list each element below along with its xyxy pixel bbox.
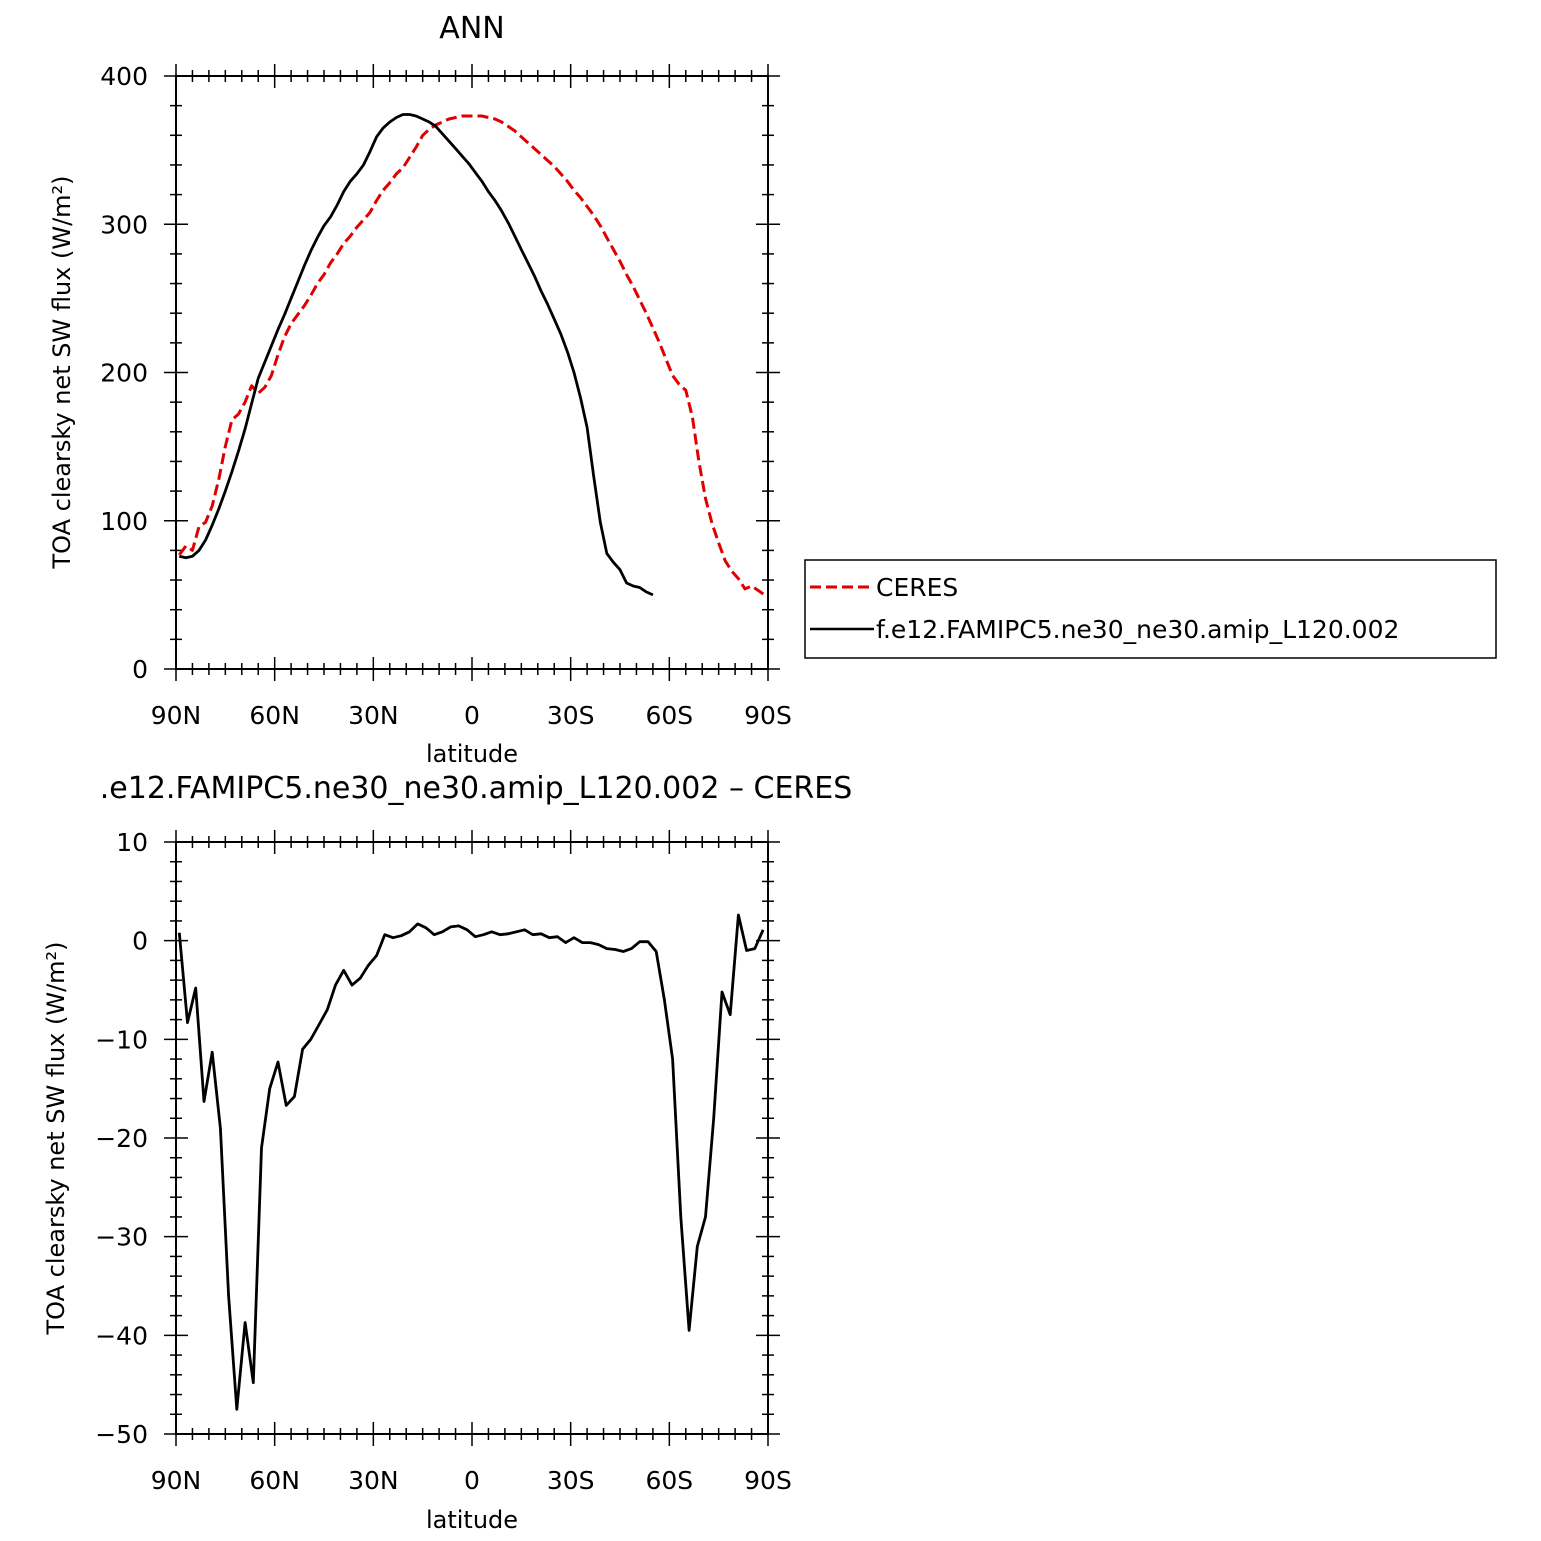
bottom-chart-ylabel: TOA clearsky net SW flux (W/m²)	[42, 941, 70, 1335]
top-chart-xtick-label: 90N	[151, 701, 202, 730]
bottom-chart-ytick-label: −10	[95, 1025, 148, 1054]
top-chart-ytick-label: 400	[100, 62, 148, 91]
top-chart-series-line-0	[178, 114, 766, 597]
bottom-chart-ytick-label: 10	[116, 828, 148, 857]
bottom-chart-xtick-label: 0	[464, 1466, 480, 1495]
top-chart-xtick-label: 60N	[249, 701, 300, 730]
bottom-chart-ytick-label: −40	[95, 1321, 148, 1350]
top-chart-ytick-label: 100	[100, 507, 148, 536]
bottom-chart-xtick-label: 60N	[249, 1466, 300, 1495]
top-chart-ytick-label: 200	[100, 359, 148, 388]
bottom-chart-frame	[175, 841, 769, 1435]
bottom-chart-ytick-label: −50	[95, 1420, 148, 1449]
top-chart-xlabel: latitude	[426, 740, 518, 768]
top-chart-ytick-label: 300	[100, 210, 148, 239]
top-chart-series-line-1	[178, 113, 654, 597]
top-chart-xtick-label: 30S	[547, 701, 595, 730]
bottom-chart-ytick-label: −20	[95, 1124, 148, 1153]
legend-label-ceres: CERES	[876, 573, 958, 602]
top-chart-ylabel: TOA clearsky net SW flux (W/m²)	[48, 175, 76, 569]
bottom-chart-xtick-label: 60S	[645, 1466, 693, 1495]
top-chart-frame	[175, 75, 769, 670]
bottom-chart-xlabel: latitude	[426, 1506, 518, 1534]
bottom-chart-title: .e12.FAMIPC5.ne30_ne30.amip_L120.002 – C…	[100, 771, 853, 806]
legend: CERES f.e12.FAMIPC5.ne30_ne30.amip_L120.…	[804, 559, 1497, 659]
bottom-chart-xtick-label: 30N	[348, 1466, 399, 1495]
top-chart-title: ANN	[439, 11, 504, 46]
top-chart-xtick-label: 60S	[645, 701, 693, 730]
bottom-chart-ytick-label: −30	[95, 1223, 148, 1252]
top-chart: ANN TOA clearsky net SW flux (W/m²) lati…	[48, 11, 792, 768]
top-chart-ytick-label: 0	[132, 655, 148, 684]
top-chart-xtick-label: 90S	[744, 701, 792, 730]
bottom-chart-xtick-label: 30S	[547, 1466, 595, 1495]
bottom-chart-xtick-label: 90N	[151, 1466, 202, 1495]
bottom-chart-ytick-label: 0	[132, 927, 148, 956]
bottom-chart-series-line-0	[177, 913, 765, 1411]
bottom-chart-xtick-label: 90S	[744, 1466, 792, 1495]
legend-box	[804, 559, 1497, 659]
bottom-chart: .e12.FAMIPC5.ne30_ne30.amip_L120.002 – C…	[42, 771, 852, 1534]
top-chart-xtick-label: 30N	[348, 701, 399, 730]
top-chart-xtick-label: 0	[464, 701, 480, 730]
legend-label-model: f.e12.FAMIPC5.ne30_ne30.amip_L120.002	[876, 615, 1399, 644]
